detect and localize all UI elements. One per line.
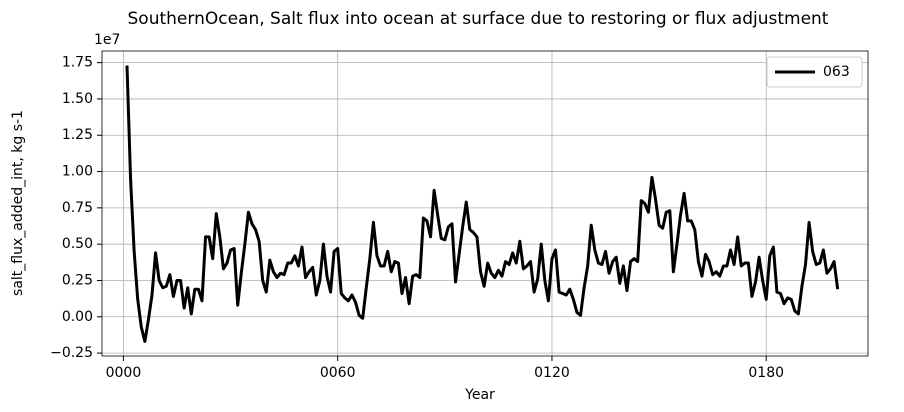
y-tick-label: 1.00: [62, 164, 93, 180]
x-tick-label: 0180: [748, 365, 784, 381]
x-tick-label: 0060: [320, 365, 356, 381]
chart-title: SouthernOcean, Salt flux into ocean at s…: [128, 9, 829, 29]
y-tick-label: −0.25: [50, 345, 93, 361]
y-tick-label: 0.75: [62, 200, 93, 216]
x-axis-label: Year: [464, 387, 495, 403]
x-tick-label: 0000: [106, 365, 142, 381]
y-tick-label: 1.75: [62, 55, 93, 71]
plot-frame: [101, 50, 869, 357]
x-tick-label: 0120: [534, 365, 570, 381]
line-series: [125, 65, 840, 343]
y-tick-label: 0.25: [62, 272, 93, 288]
y-axis-label: salt_flux_added_int, kg s-1: [10, 110, 26, 296]
y-tick-label: 1.25: [62, 127, 93, 143]
y-tick-label: 0.50: [62, 236, 93, 252]
legend-label: 063: [823, 64, 850, 80]
y-tick-label: 0.00: [62, 309, 93, 325]
y-tick-label: 1.50: [62, 91, 93, 107]
offset-label: 1e7: [94, 32, 120, 48]
